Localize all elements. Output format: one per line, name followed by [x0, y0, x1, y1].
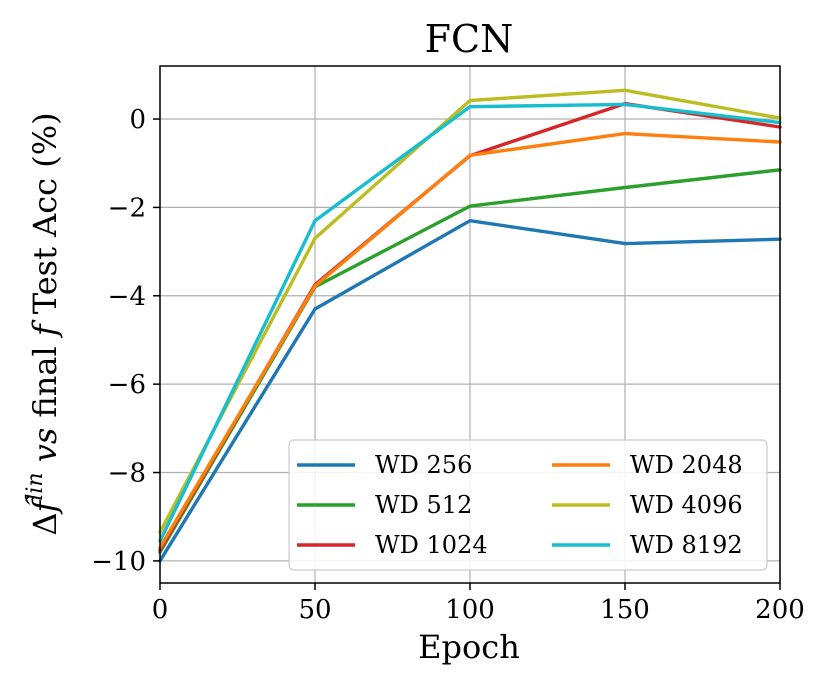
x-axis-ticks: 0 50 100 150 200 — [152, 583, 805, 625]
x-tick-label: 150 — [600, 595, 650, 625]
legend: WD 256 WD 512 WD 1024 WD 2048 WD 4096 WD 8192 — [288, 439, 768, 571]
x-axis-label: Epoch — [418, 628, 520, 666]
x-tick-label: 100 — [445, 595, 495, 625]
chart-title: FCN — [425, 17, 514, 61]
y-tick-label: −2 — [108, 193, 146, 223]
y-label-final: final — [26, 336, 64, 417]
series-lines — [158, 88, 782, 563]
legend-frame — [288, 439, 768, 571]
legend-label: WD 4096 — [630, 491, 743, 519]
x-tick-label: 0 — [152, 595, 169, 625]
y-axis-label: Δf̂lin vs final f Test Acc (%) — [23, 112, 64, 535]
legend-item-wd-4096: WD 4096 — [552, 491, 743, 519]
y-tick-label: −6 — [108, 370, 146, 400]
series-line-wd-4096 — [158, 88, 782, 534]
y-label-delta: Δ — [26, 513, 64, 536]
x-tick-label: 50 — [298, 595, 331, 625]
y-axis-ticks: −10 −8 −6 −4 −2 0 — [91, 105, 160, 577]
y-label-rest: Test Acc (%) — [26, 112, 64, 324]
legend-item-wd-256: WD 256 — [297, 451, 472, 479]
legend-item-wd-8192: WD 8192 — [552, 531, 743, 559]
y-label-vs: vs — [26, 418, 64, 473]
legend-label: WD 1024 — [375, 531, 488, 559]
legend-label: WD 256 — [375, 451, 472, 479]
legend-label: WD 8192 — [630, 531, 743, 559]
y-tick-label: −10 — [91, 547, 146, 577]
legend-label: WD 512 — [375, 491, 472, 519]
legend-label: WD 2048 — [630, 451, 743, 479]
legend-item-wd-1024: WD 1024 — [297, 531, 488, 559]
legend-item-wd-512: WD 512 — [297, 491, 472, 519]
series-line-wd-2048 — [158, 131, 782, 550]
y-tick-label: 0 — [129, 105, 146, 135]
y-tick-label: −8 — [108, 459, 146, 489]
series-line-wd-256 — [158, 218, 782, 563]
y-label-superscript: lin — [23, 472, 48, 500]
y-tick-label: −4 — [108, 282, 146, 312]
legend-item-wd-2048: WD 2048 — [552, 451, 743, 479]
x-tick-label: 200 — [755, 595, 805, 625]
series-line-wd-8192 — [158, 102, 782, 543]
